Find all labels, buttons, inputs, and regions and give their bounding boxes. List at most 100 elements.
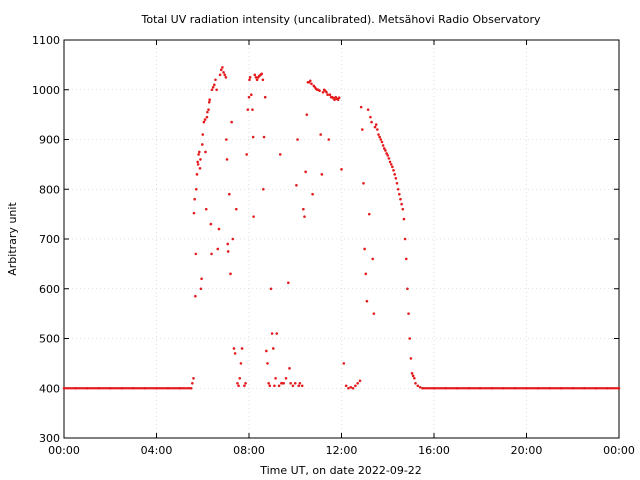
data-point xyxy=(194,187,198,191)
data-point xyxy=(229,272,232,276)
data-point xyxy=(204,150,207,154)
data-point xyxy=(201,133,205,136)
data-point xyxy=(396,187,400,191)
data-point xyxy=(199,158,202,161)
data-point xyxy=(407,312,410,315)
data-point xyxy=(367,212,371,216)
data-point xyxy=(266,362,269,365)
data-point xyxy=(371,257,375,261)
data-point xyxy=(192,211,196,215)
data-point xyxy=(411,374,415,378)
data-point xyxy=(261,78,265,82)
data-point xyxy=(189,386,193,390)
data-point xyxy=(289,381,292,385)
data-point xyxy=(305,113,309,116)
data-point xyxy=(97,386,100,390)
data-point xyxy=(391,165,394,169)
data-point xyxy=(228,192,231,196)
data-point xyxy=(250,93,253,97)
data-point xyxy=(421,386,424,390)
data-point xyxy=(320,173,324,176)
data-point xyxy=(246,108,250,111)
x-tick-label: 04:00 xyxy=(141,444,173,457)
data-point xyxy=(389,163,393,166)
data-point xyxy=(248,76,252,79)
data-point xyxy=(392,169,395,172)
data-point xyxy=(247,95,251,99)
data-point xyxy=(302,207,305,211)
data-point xyxy=(268,384,272,388)
x-tick-label: 08:00 xyxy=(233,444,265,457)
data-point xyxy=(303,215,306,218)
x-axis-label: Time UT, on date 2022-09-22 xyxy=(259,464,422,477)
data-point xyxy=(321,90,325,94)
data-point xyxy=(418,385,422,389)
data-point xyxy=(384,149,387,152)
data-point xyxy=(408,337,412,340)
data-point xyxy=(296,138,299,141)
data-point xyxy=(197,153,200,156)
data-point xyxy=(216,247,220,251)
data-point xyxy=(62,386,66,390)
data-point xyxy=(85,386,89,390)
data-point xyxy=(304,170,307,174)
data-point xyxy=(388,160,392,164)
data-point xyxy=(327,138,331,141)
data-point xyxy=(282,381,285,385)
data-point xyxy=(245,153,248,156)
data-point xyxy=(409,357,413,360)
data-point xyxy=(382,147,386,150)
data-point xyxy=(231,237,235,241)
data-point xyxy=(478,386,482,390)
data-point xyxy=(253,73,257,77)
data-point xyxy=(226,250,230,253)
data-point xyxy=(166,386,170,390)
data-point xyxy=(232,347,236,350)
data-point xyxy=(275,332,279,335)
data-point xyxy=(386,154,390,157)
data-point xyxy=(208,98,211,101)
data-point xyxy=(293,381,297,385)
data-point xyxy=(280,381,283,385)
data-point xyxy=(278,153,282,156)
data-point xyxy=(200,277,203,281)
data-point xyxy=(295,183,298,187)
data-points xyxy=(62,66,621,390)
y-tick-label: 600 xyxy=(39,283,60,296)
data-point xyxy=(236,381,239,385)
data-point xyxy=(254,76,258,79)
data-point xyxy=(308,79,312,83)
data-point xyxy=(606,386,609,390)
data-point xyxy=(192,377,195,380)
y-tick-label: 400 xyxy=(39,382,60,395)
data-point xyxy=(244,381,247,385)
data-point xyxy=(380,140,384,144)
data-point xyxy=(559,386,563,390)
data-point xyxy=(374,123,378,126)
data-point xyxy=(270,332,274,335)
data-point xyxy=(210,252,213,256)
data-point xyxy=(262,135,266,139)
data-point xyxy=(373,125,377,129)
data-point xyxy=(252,215,255,218)
data-point xyxy=(225,138,228,141)
data-point xyxy=(238,377,242,380)
data-point xyxy=(395,181,399,185)
data-point xyxy=(233,352,237,355)
x-tick-label: 12:00 xyxy=(326,444,358,457)
data-point xyxy=(207,108,210,111)
x-axis: 00:00 04:00 08:00 12:00 16:00 20:00 00:00 xyxy=(48,40,635,457)
data-point xyxy=(432,386,436,390)
data-point xyxy=(344,384,348,388)
y-tick-label: 700 xyxy=(39,233,60,246)
data-point xyxy=(240,347,244,350)
data-point xyxy=(219,68,223,72)
data-point xyxy=(403,237,407,241)
data-point xyxy=(203,118,207,121)
x-tick-label: 00:00 xyxy=(48,444,80,457)
data-point xyxy=(325,90,328,94)
data-point xyxy=(381,144,385,147)
data-point xyxy=(404,257,408,261)
data-point xyxy=(200,143,204,146)
data-point xyxy=(194,294,197,298)
